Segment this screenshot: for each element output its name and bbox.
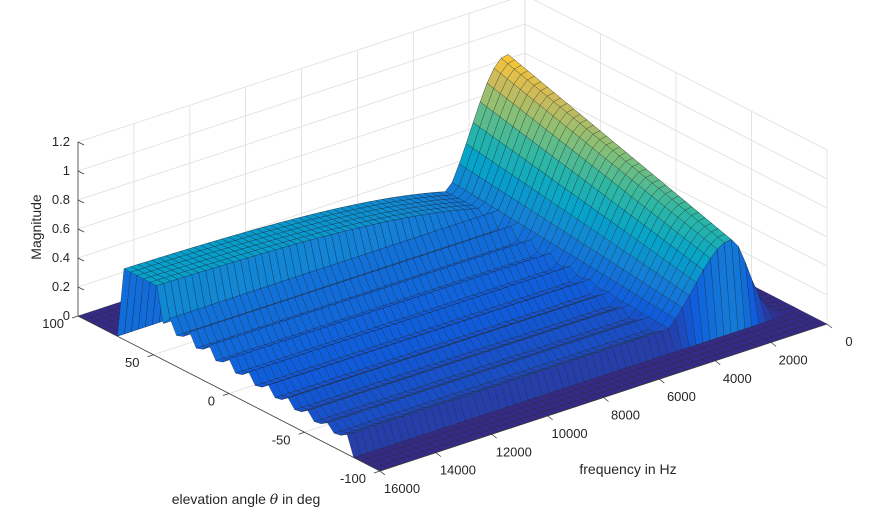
x-tick-label: 10000 (552, 426, 588, 441)
x-tick-mark (491, 433, 497, 439)
y-tick-label: 0 (208, 394, 215, 409)
y-tick-mark (71, 315, 79, 319)
y-tick-label: -100 (340, 471, 366, 486)
x-tick-label: 8000 (611, 408, 640, 423)
z-tick-mark (77, 315, 85, 320)
z-tick-label: 0.2 (52, 279, 70, 294)
z-tick-mark (77, 199, 85, 204)
x-tick-mark (826, 323, 833, 329)
z-tick-mark (77, 257, 85, 262)
x-tick-label: 16000 (384, 481, 420, 496)
z-tick-label: 0 (63, 308, 70, 323)
front-axes (71, 141, 833, 476)
z-tick-mark (77, 170, 85, 175)
y-tick-label: 100 (42, 316, 64, 331)
y-tick-mark (373, 470, 381, 474)
z-tick-label: 1 (63, 163, 70, 178)
x-tick-mark (379, 470, 386, 476)
z-tick-label: 1.2 (52, 134, 70, 149)
x-tick-mark (547, 415, 553, 421)
y-axis-label: elevation angle θ in deg (172, 491, 321, 508)
surface-mesh (77, 53, 828, 472)
x-tick-mark (435, 452, 442, 457)
y-tick-label: -50 (272, 432, 291, 447)
x-tick-label: 6000 (667, 389, 696, 404)
y-axis-label-prefix: elevation angle (172, 491, 270, 507)
x-tick-mark (770, 342, 777, 347)
y-axis-label-suffix: in deg (278, 491, 320, 507)
z-tick-mark (77, 141, 85, 146)
y-tick-mark (298, 431, 305, 435)
z-tick-mark (77, 286, 85, 291)
x-tick-label: 14000 (440, 463, 476, 478)
x-tick-label: 12000 (496, 444, 532, 459)
z-grid-line (77, 0, 828, 151)
y-tick-mark (147, 354, 154, 358)
z-tick-label: 0.8 (52, 192, 70, 207)
z-tick-mark (77, 228, 85, 233)
y-tick-label: 50 (125, 355, 139, 370)
x-tick-label: 4000 (723, 371, 752, 386)
x-axis-label: frequency in Hz (579, 461, 676, 477)
tick-labels: 0200040006000800010000120001400016000-10… (42, 134, 852, 496)
x-tick-label: 2000 (779, 352, 808, 367)
x-tick-mark (715, 360, 721, 366)
z-axis-label: Magnitude (28, 194, 44, 260)
y-axis-label-symbol: θ (270, 492, 279, 508)
x-tick-mark (659, 378, 665, 384)
z-tick-label: 0.6 (52, 221, 70, 236)
x-tick-label: 0 (845, 334, 852, 349)
z-tick-label: 0.4 (52, 250, 70, 265)
x-tick-mark (603, 397, 609, 402)
y-tick-mark (222, 393, 230, 396)
